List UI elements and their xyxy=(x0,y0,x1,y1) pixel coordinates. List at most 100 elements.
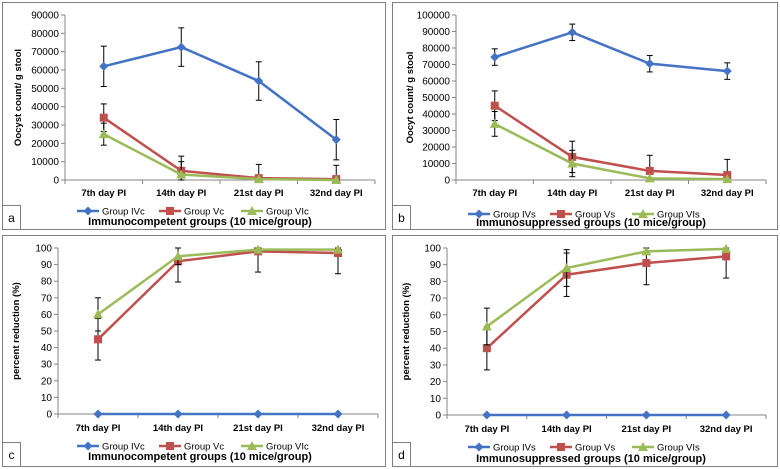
data-point xyxy=(561,263,572,273)
data-point xyxy=(641,246,652,256)
chart-b: 0 10000 20000 30000 40000 50000 60000 70000 8000… xyxy=(405,11,767,229)
y-tick-label: 80 xyxy=(41,277,53,288)
data-point xyxy=(99,113,108,122)
data-point xyxy=(331,135,341,145)
legend-label: Group IVc xyxy=(102,442,145,453)
legend-label: Group IVs xyxy=(493,443,536,454)
legend-marker xyxy=(638,442,648,451)
panel-letter-b: b xyxy=(393,205,411,229)
series-line xyxy=(103,133,337,182)
y-tick-label: 60 xyxy=(41,310,53,321)
data-point xyxy=(173,409,183,419)
y-tick-label: 80 xyxy=(430,277,442,288)
series-line xyxy=(486,247,727,328)
legend-marker xyxy=(557,443,565,451)
y-tick-label: 20000 xyxy=(422,143,450,154)
x-axis-title: Immunocompetent groups (10 mice/group) xyxy=(88,451,312,463)
legend-marker xyxy=(83,441,93,451)
series-line xyxy=(494,30,728,73)
data-point xyxy=(482,410,492,420)
y-tick-label: 70000 xyxy=(31,47,59,58)
x-category-label: 32nd day PI xyxy=(310,188,363,199)
legend-label: Group Vs xyxy=(575,443,615,454)
series-line xyxy=(494,104,728,177)
data-point xyxy=(642,259,651,268)
data-point xyxy=(490,52,500,62)
legend-label: Group Vc xyxy=(184,442,224,453)
x-category-label: 14th day PI xyxy=(156,188,206,199)
data-point xyxy=(98,129,109,139)
panel-letter-a: a xyxy=(3,205,21,229)
chart-panel-a: 0 10000 20000 30000 40000 50000 60000 70000 8000… xyxy=(2,2,386,230)
data-point xyxy=(333,244,343,254)
x-category-label: 7th day PI xyxy=(81,188,126,199)
legend-label: Group Vs xyxy=(575,210,615,221)
x-category-label: 32nd day PI xyxy=(312,423,365,434)
data-point xyxy=(644,173,655,183)
x-category-label: 14th day PI xyxy=(547,188,597,199)
data-point xyxy=(562,410,572,420)
data-point xyxy=(721,410,731,420)
legend-marker xyxy=(166,442,174,450)
y-tick-label: 0 xyxy=(444,176,450,187)
legend-label: Group VIs xyxy=(657,210,700,221)
y-tick-label: 90 xyxy=(430,260,442,271)
chart-panel-c: 0 10 20 30 40 50 60 70 80 90 100 7th day PI 14th day… xyxy=(2,235,386,467)
y-axis-label: Oocyt count/ g stool xyxy=(405,52,416,144)
data-point xyxy=(645,166,654,175)
x-category-label: 7th day PI xyxy=(464,424,509,435)
y-tick-label: 100000 xyxy=(417,11,451,22)
panel-letter-d: d xyxy=(393,442,411,466)
chart-d: 0 10 20 30 40 50 60 70 80 90 100 7th day PI 14th day… xyxy=(401,244,767,465)
data-point xyxy=(93,409,103,419)
data-point xyxy=(481,321,492,331)
y-tick-label: 10000 xyxy=(31,157,59,168)
data-point xyxy=(722,252,731,261)
y-tick-label: 20 xyxy=(41,376,53,387)
data-point xyxy=(176,169,187,179)
data-point xyxy=(333,409,343,419)
legend-marker xyxy=(474,442,484,452)
y-tick-label: 30 xyxy=(430,360,442,371)
data-point xyxy=(641,410,651,420)
y-tick-label: 60 xyxy=(430,310,442,321)
y-tick-label: 100 xyxy=(424,244,441,255)
panel-letter-c: c xyxy=(3,442,21,466)
legend-marker xyxy=(474,209,484,219)
y-tick-label: 90000 xyxy=(31,11,59,22)
series-line xyxy=(486,255,727,350)
data-point xyxy=(253,174,264,184)
x-category-label: 7th day PI xyxy=(76,423,121,434)
data-point xyxy=(94,335,102,344)
x-category-label: 21st day PI xyxy=(233,423,283,434)
series-line xyxy=(97,248,338,316)
legend-marker xyxy=(247,206,257,215)
y-tick-label: 10000 xyxy=(422,159,450,170)
x-axis-title: Immunocompetent groups (10 mice/group) xyxy=(88,216,312,228)
data-point xyxy=(99,61,109,71)
y-tick-label: 20000 xyxy=(31,139,59,150)
y-tick-label: 60000 xyxy=(31,66,59,77)
x-category-label: 32nd day PI xyxy=(700,424,753,435)
chart-a: 0 10000 20000 30000 40000 50000 60000 70000 8000… xyxy=(13,11,376,228)
chart-panel-b: 0 10000 20000 30000 40000 50000 60000 70000 8000… xyxy=(392,2,778,230)
y-tick-label: 30 xyxy=(41,360,53,371)
y-tick-label: 10 xyxy=(430,394,442,405)
x-category-label: 21st day PI xyxy=(625,188,675,199)
series-line xyxy=(97,250,339,341)
chart-c: 0 10 20 30 40 50 60 70 80 90 100 7th day PI 14th day… xyxy=(11,244,379,463)
y-tick-label: 100 xyxy=(35,244,52,255)
series-line xyxy=(103,116,337,181)
y-tick-label: 30000 xyxy=(422,126,450,137)
data-point xyxy=(331,175,342,184)
x-category-label: 32nd day PI xyxy=(701,188,754,199)
x-axis-title: Immunosuppressed groups (10 mice/group) xyxy=(476,217,706,229)
data-point xyxy=(253,244,263,254)
legend-label: Group VIc xyxy=(266,207,309,218)
legend-marker xyxy=(83,206,93,216)
data-point xyxy=(93,309,103,319)
y-tick-label: 80000 xyxy=(422,44,450,55)
x-category-label: 7th day PI xyxy=(472,188,517,199)
y-tick-label: 30000 xyxy=(31,121,59,132)
y-tick-label: 0 xyxy=(46,410,52,421)
